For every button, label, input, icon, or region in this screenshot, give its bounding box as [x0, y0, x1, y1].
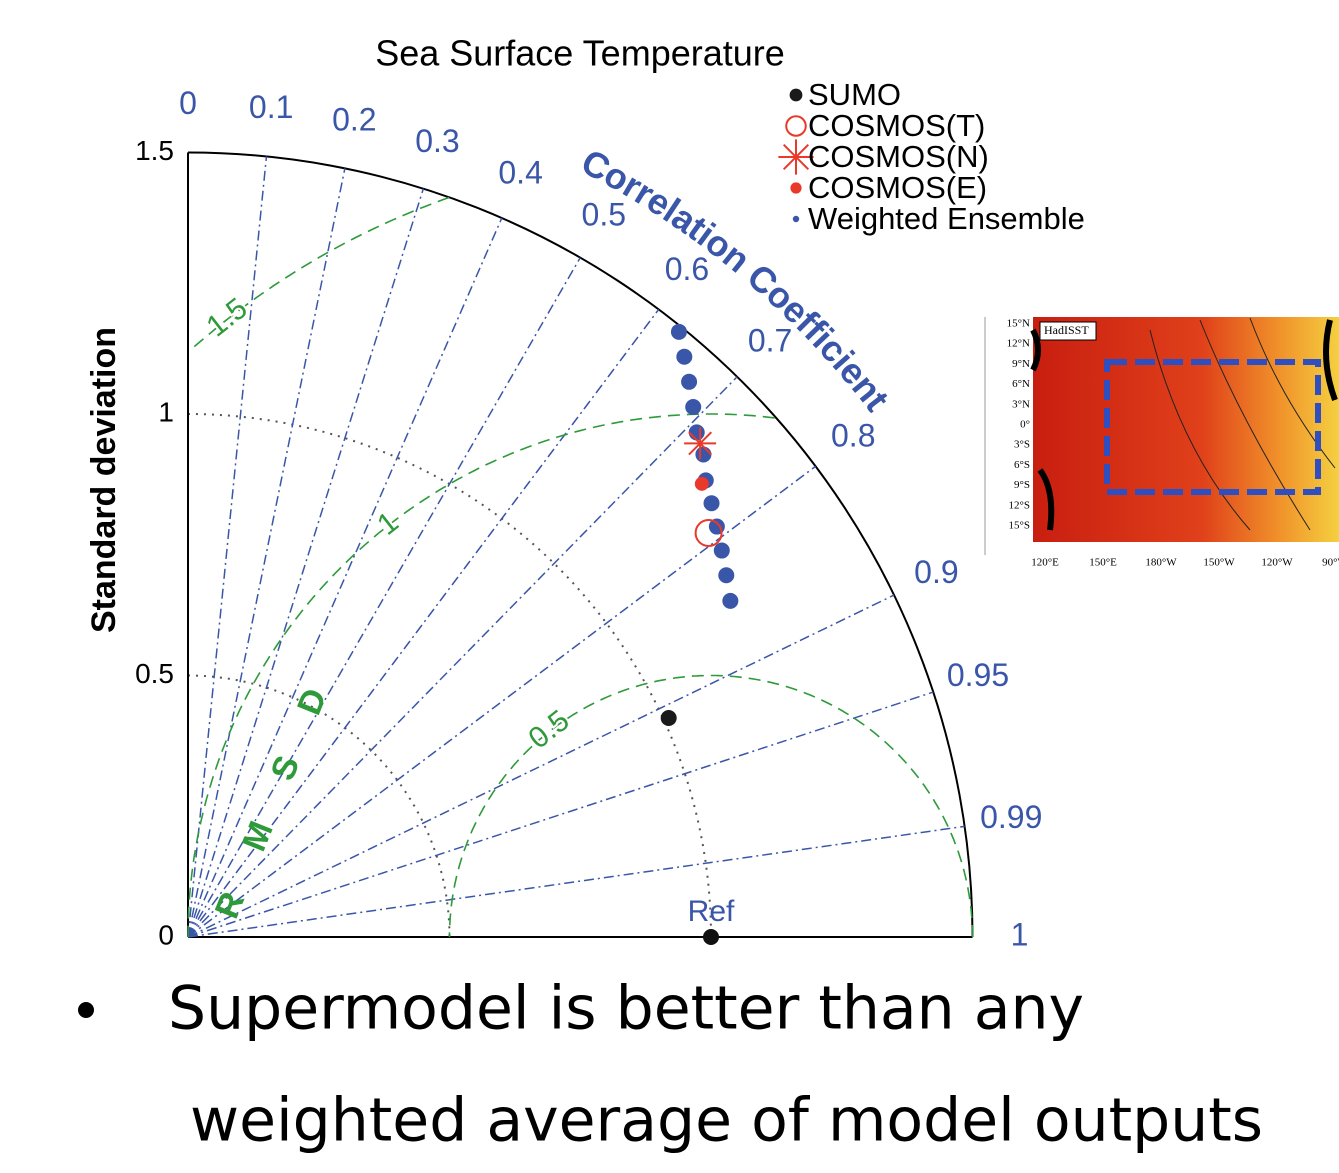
legend-label: SUMO [808, 77, 901, 112]
inset-lat-label: 12°S [1008, 499, 1030, 511]
correlation-line [188, 826, 965, 937]
correlation-tick-label: 0.7 [748, 323, 792, 359]
bullet-text: Supermodel is better than any [168, 974, 1084, 1044]
inset-label: HadISST [1044, 323, 1089, 337]
y-tick-label: 0.5 [135, 658, 174, 689]
legend-label: COSMOS(T) [808, 108, 985, 143]
inset-lat-label: 15°N [1007, 318, 1030, 330]
data-point [681, 374, 697, 390]
bullet-text: weighted average of model outputs [190, 1086, 1263, 1156]
data-point [695, 446, 711, 462]
legend-label: Weighted Ensemble [808, 201, 1085, 236]
correlation-tick-label: 0.2 [332, 102, 376, 138]
correlation-tick-label: 0.8 [831, 418, 875, 454]
inset-lon-label: 150°E [1089, 557, 1117, 569]
data-point [695, 477, 709, 491]
inset-lon-label: 180°W [1145, 557, 1177, 569]
page: {"chart_data": {"type": "taylor", "title… [0, 0, 1339, 1173]
data-point [704, 495, 720, 511]
rmsd-tick-label: 1.5 [200, 292, 253, 344]
chart-title: Sea Surface Temperature [375, 33, 785, 74]
legend-marker [793, 216, 799, 222]
correlation-tick-label: 0.9 [914, 554, 958, 590]
data-point [661, 710, 677, 726]
y-tick-label: 1.5 [135, 135, 174, 166]
inset-lat-label: 6°N [1012, 378, 1030, 390]
correlation-tick-label: 0.6 [665, 251, 709, 287]
correlation-tick-label: 0.4 [498, 154, 542, 190]
inset-map: HadISST [985, 317, 1339, 555]
bullet-marker [78, 1002, 94, 1018]
rmsd-axis-label: RMSD [208, 639, 353, 924]
y-tick-label: 1 [158, 396, 174, 427]
inset-lon-label: 150°W [1203, 557, 1235, 569]
inset-lon-label: 90°W [1322, 557, 1339, 569]
data-point [714, 543, 730, 559]
inset-lat-label: 15°S [1008, 520, 1030, 532]
correlation-tick-label: 1 [1011, 916, 1029, 952]
data-point [689, 424, 705, 440]
inset-lat-label: 12°N [1007, 338, 1030, 350]
y-tick-label: 0 [158, 919, 174, 950]
correlation-tick-label: 0 [179, 85, 197, 121]
data-point [722, 593, 738, 609]
inset-lat-label: 3°N [1012, 398, 1030, 410]
inset-lat-label: 9°N [1012, 358, 1030, 370]
inset-lon-label: 120°W [1261, 557, 1293, 569]
data-point [718, 567, 734, 583]
slide: Sea Surface Temperature Standard deviati… [0, 0, 1339, 1173]
inset-lat-label: 0° [1020, 419, 1030, 431]
reference-point [703, 929, 719, 945]
correlation-tick-label: 0.95 [947, 657, 1009, 693]
correlation-tick-label: 0.5 [582, 196, 626, 232]
legend-label: COSMOS(N) [808, 139, 989, 174]
correlation-tick-label: 0.3 [415, 123, 459, 159]
data-point [676, 349, 692, 365]
correlation-tick-label: 0.1 [249, 89, 293, 125]
rmsd-arc [188, 414, 775, 937]
legend-label: COSMOS(E) [808, 170, 987, 205]
inset-lat-label: 3°S [1014, 439, 1030, 451]
legend-marker [790, 182, 801, 193]
inset-lat-label: 6°S [1014, 459, 1030, 471]
legend-marker [790, 89, 803, 102]
y-axis-label: Standard deviation [85, 327, 123, 633]
rmsd-tick-label: 1 [371, 505, 404, 541]
correlation-tick-label: 0.99 [980, 799, 1042, 835]
legend-marker [786, 116, 806, 136]
inset-lat-label: 9°S [1014, 479, 1030, 491]
inset-field [1033, 317, 1339, 542]
reference-label: Ref [688, 895, 735, 928]
data-point [685, 399, 701, 415]
outer-arc [188, 153, 973, 938]
data-point [671, 324, 687, 340]
inset-lon-label: 120°E [1031, 557, 1059, 569]
